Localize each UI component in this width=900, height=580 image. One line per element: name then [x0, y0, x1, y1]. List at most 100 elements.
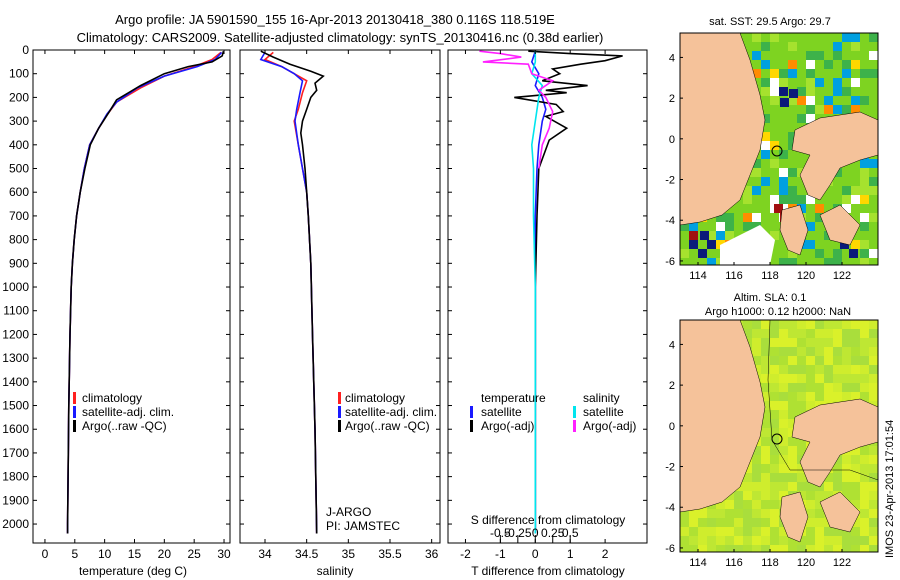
sla-cell [851, 374, 860, 383]
y-tick-label: 1400 [2, 375, 29, 389]
legend-label-satellite-adj: satellite-adj. clim. [345, 405, 437, 419]
sla-cell [869, 545, 878, 552]
sla-cell [743, 329, 752, 338]
sla-cell [833, 347, 842, 356]
sla-cell [689, 509, 698, 518]
map-x-tick-label: 122 [833, 270, 851, 282]
sla-cell [680, 518, 689, 527]
sst-cell [770, 96, 779, 105]
sla-cell [806, 365, 815, 374]
sla-cell [860, 455, 869, 464]
sla-cell [752, 473, 761, 482]
sla-cell [743, 500, 752, 509]
sla-cell [779, 320, 788, 329]
sla-cell [770, 320, 779, 329]
sla-cell [824, 536, 833, 545]
sst-cell [725, 222, 734, 231]
sla-cell [797, 536, 806, 545]
sst-cell [680, 249, 689, 258]
sst-cell [851, 96, 860, 105]
sla-cell [860, 482, 869, 491]
sla-cell [743, 545, 752, 552]
map-y-tick-label: -2 [665, 175, 675, 187]
sla-cell [833, 473, 842, 482]
legend-swatch-climatology [73, 392, 76, 404]
legend-label-sal-satellite: satellite [583, 405, 624, 419]
y-tick-label: 1800 [2, 470, 29, 484]
sla-cell [770, 473, 779, 482]
x-tick-label: -1 [495, 547, 506, 561]
sst-cell [851, 105, 860, 114]
sla-cell [860, 464, 869, 473]
sla-cell [788, 329, 797, 338]
salinity-axes-frame [239, 49, 441, 544]
sst-cell [797, 114, 806, 123]
sst-cell [824, 105, 833, 114]
sla-cell [716, 545, 725, 552]
sla-map-title-line-1: Altim. SLA: 0.1 [734, 292, 807, 304]
sla-cell [851, 320, 860, 329]
sst-cell [851, 240, 860, 249]
sla-cell [716, 509, 725, 518]
map-y-tick-label: -6 [665, 256, 675, 268]
sla-cell [743, 509, 752, 518]
sst-cell [806, 60, 815, 69]
sla-cell [788, 464, 797, 473]
sla-cell [752, 329, 761, 338]
sla-cell [779, 482, 788, 491]
salinity-annotation-pi: PI: JAMSTEC [326, 519, 400, 533]
sla-cell [824, 383, 833, 392]
sla-cell [851, 338, 860, 347]
sst-cell [770, 141, 779, 150]
difference-panel: -2 -1 0 1 2 -0.5-0.25 0 0.250.5 temperature sat… [447, 49, 648, 578]
sst-cell [788, 195, 797, 204]
sla-cell [797, 347, 806, 356]
sst-cell [788, 42, 797, 51]
sla-cell [797, 482, 806, 491]
sst-cell [815, 249, 824, 258]
sla-cell [842, 338, 851, 347]
y-tick-label: 600 [9, 185, 29, 199]
sla-cell [680, 527, 689, 536]
sla-cell [824, 491, 833, 500]
sla-cell [788, 320, 797, 329]
sla-cell [761, 482, 770, 491]
sla-cell [797, 374, 806, 383]
sla-cell [707, 527, 716, 536]
sla-cell [779, 338, 788, 347]
sla-cell [842, 329, 851, 338]
imos-timestamp-label: IMOS 23-Apr-2013 17:01:54 [884, 420, 896, 558]
sla-cell [752, 500, 761, 509]
map-y-tick-label: 0 [669, 421, 675, 433]
sst-cell [761, 60, 770, 69]
sst-cell [860, 213, 869, 222]
land-southeast-arm [819, 491, 861, 533]
sst-cell [860, 177, 869, 186]
sla-map-land [680, 320, 878, 543]
sla-cell [842, 473, 851, 482]
sla-cell [761, 518, 770, 527]
sst-cell [788, 168, 797, 177]
sla-cell [761, 392, 770, 401]
title-line-2: Climatology: CARS2009. Satellite-adjuste… [77, 30, 604, 45]
sla-cell [779, 545, 788, 552]
sla-cell [869, 320, 878, 329]
x-tick-label: 0 [532, 547, 539, 561]
sst-cell [860, 195, 869, 204]
sst-cell [752, 222, 761, 231]
sla-cell [806, 383, 815, 392]
sst-cell [743, 195, 752, 204]
sla-cell [788, 374, 797, 383]
map-y-tick-label: 4 [669, 52, 675, 64]
sla-cell [851, 455, 860, 464]
land-sulawesi [791, 398, 878, 488]
sla-cell [725, 545, 734, 552]
sla-cell [806, 500, 815, 509]
sst-cell [806, 114, 815, 123]
sst-cell [788, 258, 797, 265]
sla-cell [806, 536, 815, 545]
sla-cell [851, 392, 860, 401]
sla-cell [770, 392, 779, 401]
sla-cell [842, 491, 851, 500]
x-tick-label: 34.5 [295, 547, 319, 561]
